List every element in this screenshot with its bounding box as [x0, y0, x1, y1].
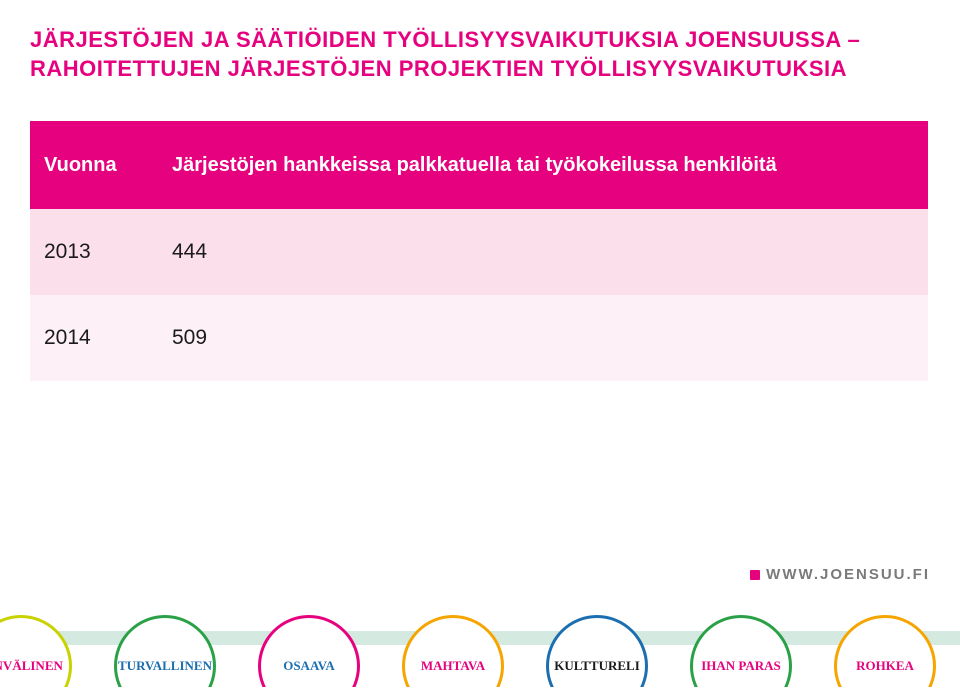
col-header-year: Vuonna	[30, 121, 158, 209]
footer-circle: MAHTAVA	[402, 615, 504, 687]
brand-dot-icon	[750, 570, 760, 580]
footer-circle: IHAN PARAS	[690, 615, 792, 687]
table-header-row: Vuonna Järjestöjen hankkeissa palkkatuel…	[30, 121, 928, 209]
footer-circle: OSAAVA	[258, 615, 360, 687]
page-footer: WWW.JOENSUU.FI AINVÄLINEN TURVALLINEN OSAA…	[0, 560, 960, 690]
footer-circle: TURVALLINEN	[114, 615, 216, 687]
footer-circle: ROHKEA	[834, 615, 936, 687]
cell-value: 444	[158, 209, 928, 295]
cell-value: 509	[158, 295, 928, 381]
page-title: JÄRJESTÖJEN JA SÄÄTIÖIDEN TYÖLLISYYSVAIK…	[0, 0, 960, 87]
col-header-value: Järjestöjen hankkeissa palkkatuella tai …	[158, 121, 928, 209]
title-line-2: RAHOITETTUJEN JÄRJESTÖJEN PROJEKTIEN TYÖ…	[30, 55, 930, 84]
url-text: WWW.JOENSUU.FI	[766, 566, 930, 583]
title-line-1: JÄRJESTÖJEN JA SÄÄTIÖIDEN TYÖLLISYYSVAIK…	[30, 26, 930, 55]
site-url: WWW.JOENSUU.FI	[750, 566, 930, 583]
footer-circle: AINVÄLINEN	[0, 615, 72, 687]
footer-circle-row: AINVÄLINEN TURVALLINEN OSAAVA MAHTAVA KULTTU…	[0, 597, 960, 687]
cell-year: 2013	[30, 209, 158, 295]
table-row: 2013 444	[30, 209, 928, 295]
table-row: 2014 509	[30, 295, 928, 381]
footer-circle: KULTTURELI	[546, 615, 648, 687]
cell-year: 2014	[30, 295, 158, 381]
data-table: Vuonna Järjestöjen hankkeissa palkkatuel…	[30, 121, 928, 381]
